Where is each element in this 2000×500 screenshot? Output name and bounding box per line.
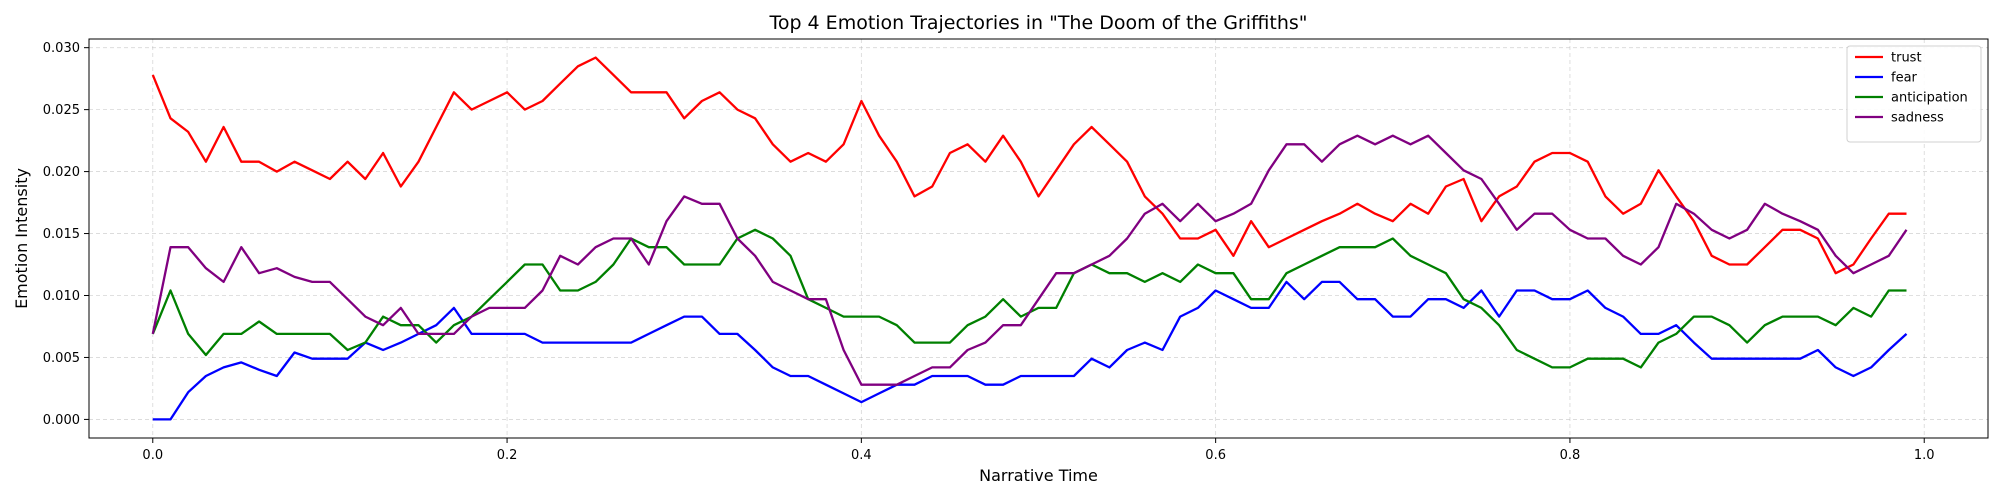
legend-label-anticipation: anticipation	[1891, 91, 1968, 106]
x-tick-label: 0.6	[1205, 448, 1226, 463]
y-tick-label: 0.030	[43, 41, 80, 56]
y-tick-label: 0.000	[43, 413, 80, 428]
chart-title: Top 4 Emotion Trajectories in "The Doom …	[768, 12, 1307, 34]
x-tick-label: 1.0	[1914, 448, 1935, 463]
x-tick-label: 0.0	[142, 448, 163, 463]
y-tick-label: 0.025	[43, 103, 80, 118]
series-line-sadness	[151, 134, 1908, 386]
plot-frame	[88, 38, 1989, 439]
y-tick-label: 0.010	[43, 289, 80, 304]
series-line-fear	[152, 280, 1908, 421]
y-tick-label: 0.015	[43, 227, 80, 242]
legend-label-trust: trust	[1891, 51, 1922, 66]
x-tick-label: 0.8	[1560, 448, 1581, 463]
x-tick-label: 0.2	[497, 448, 518, 463]
legend-label-fear: fear	[1891, 71, 1918, 86]
legend-label-sadness: sadness	[1891, 111, 1944, 126]
series-layer	[151, 56, 1908, 421]
y-tick-label: 0.020	[43, 165, 80, 180]
legend: trust fear anticipation sadness	[1846, 45, 1982, 143]
y-tick-label: 0.005	[43, 351, 80, 366]
tick-layer: 0.0 0.2 0.4 0.6 0.8 1.0 0.000 0.005 0.010 0.015 0.…	[43, 41, 1935, 463]
y-axis-label: Emotion Intensity	[12, 168, 31, 309]
series-line-trust	[151, 56, 1907, 275]
x-tick-label: 0.4	[851, 448, 872, 463]
x-axis-label: Narrative Time	[979, 466, 1098, 485]
